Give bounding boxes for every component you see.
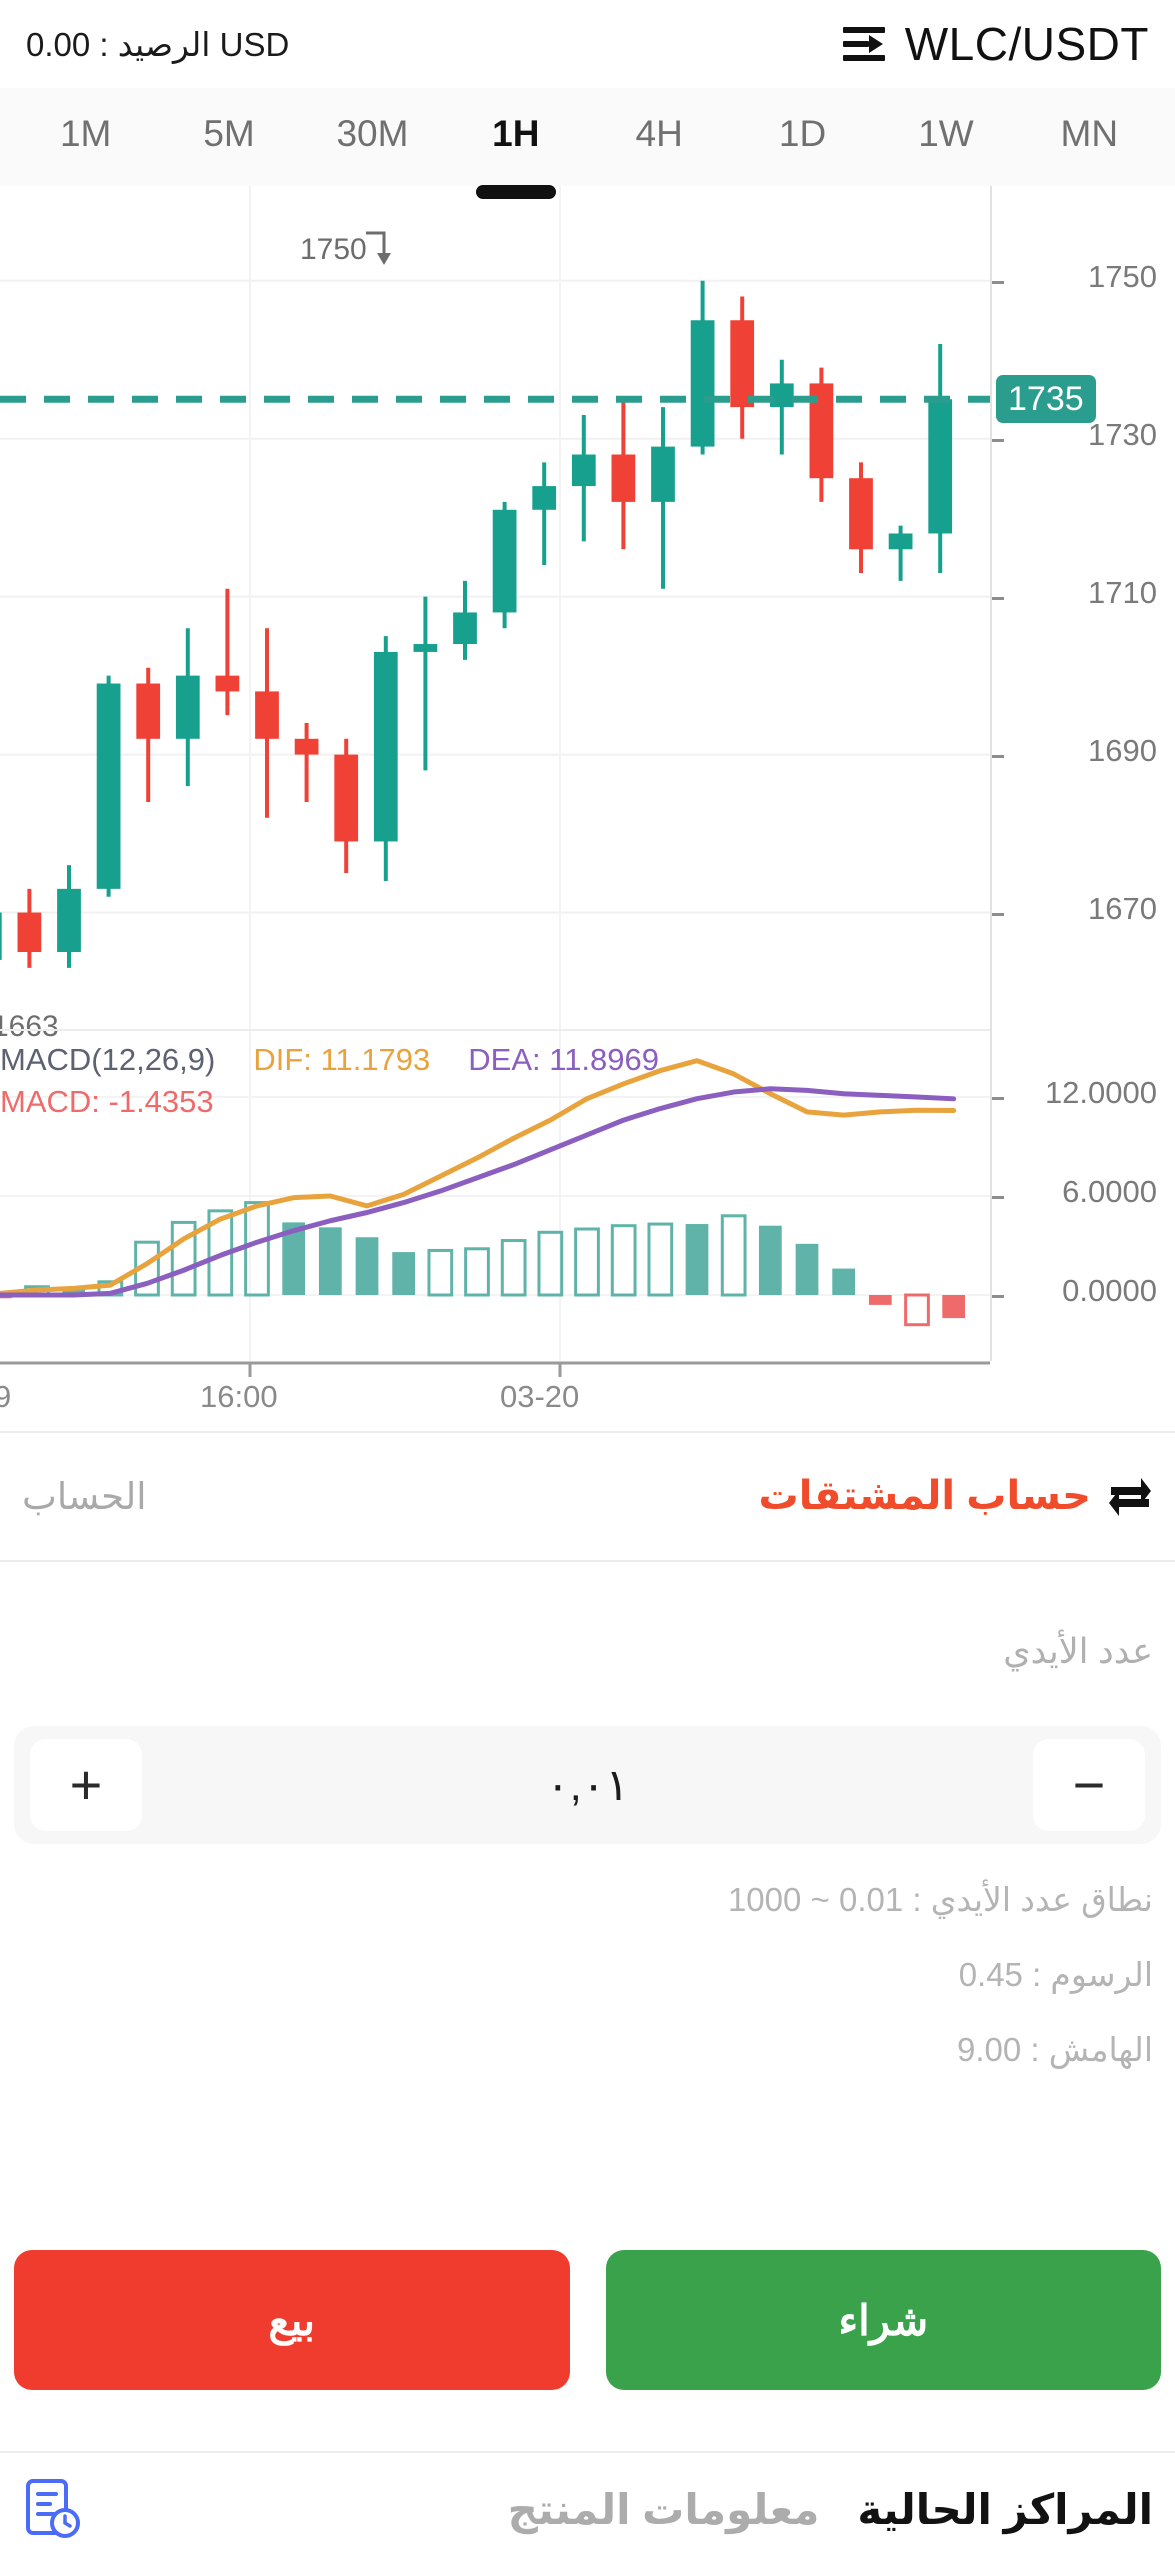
candlestick-plot[interactable] — [0, 186, 990, 1031]
macd-dif-value: DIF: 11.1793 — [253, 1042, 431, 1077]
quantity-stepper[interactable]: − ٠,٠١ + — [14, 1726, 1161, 1844]
time-tick-0: 9 — [0, 1379, 12, 1414]
swap-arrows-icon[interactable] — [1107, 1474, 1153, 1518]
timeframe-tabs: 1M 5M 30M 1H 4H 1D 1W MN — [0, 88, 1175, 186]
timeframe-tab-mn[interactable]: MN — [1060, 113, 1119, 154]
timeframe-tab-1h[interactable]: 1H — [444, 113, 587, 161]
price-axis-tick — [990, 280, 1004, 284]
divider-account-form — [0, 1560, 1175, 1562]
timeframe-tab-1w[interactable]: 1W — [918, 113, 974, 154]
buy-button[interactable]: شراء — [605, 2250, 1161, 2390]
time-axis-line — [0, 1361, 990, 1377]
account-name[interactable]: حساب المشتقات — [758, 1474, 1091, 1518]
price-axis-tick — [990, 596, 1004, 600]
macd-axis-tick — [990, 1295, 1004, 1298]
price-tick-1690: 1690 — [1088, 732, 1157, 768]
pair-title[interactable]: WLC/USDT — [904, 18, 1149, 70]
lots-range-info: نطاق عدد الأيدي : 0.01 ~ 1000 — [727, 1881, 1153, 1918]
macd-dea-value: DEA: 11.8969 — [468, 1042, 660, 1077]
price-axis-tick — [990, 754, 1004, 758]
document-clock-icon[interactable] — [22, 2478, 80, 2540]
price-tick-1750: 1750 — [1088, 258, 1157, 294]
panel-separator — [0, 1029, 990, 1031]
macd-tick-6: 6.0000 — [1062, 1174, 1157, 1209]
high-price-annotation: 1750 — [300, 232, 367, 266]
divider-bottom — [0, 2451, 1175, 2453]
macd-legend: MACD(12,26,9) DIF: 11.1793 DEA: 11.8969 … — [0, 1039, 990, 1123]
macd-tick-12: 12.0000 — [1044, 1075, 1157, 1110]
account-row[interactable]: حساب المشتقات الحساب — [0, 1432, 1175, 1560]
price-axis-tick — [990, 912, 1004, 916]
price-chart-panel[interactable]: 1750 1730 1710 1690 1670 1735 1750 1663 — [0, 186, 1175, 1043]
lots-label: عدد الأيدي — [1003, 1632, 1153, 1671]
header-left-group: WLC/USDT — [842, 17, 1149, 71]
sell-button[interactable]: بيع — [14, 2250, 570, 2390]
macd-plot[interactable] — [0, 1031, 990, 1361]
price-tick-1730: 1730 — [1088, 416, 1157, 452]
tab-current-positions[interactable]: المراكز الحالية — [857, 2485, 1153, 2533]
time-tick-2: 03-20 — [500, 1379, 580, 1414]
macd-axis-tick — [990, 1196, 1004, 1199]
plot-right-border — [990, 186, 992, 1361]
current-price-badge: 1735 — [996, 375, 1096, 424]
balance-label: USD الرصيد : 0.00 — [26, 25, 290, 63]
time-axis: 9 16:00 03-20 — [0, 1361, 1175, 1430]
increment-button[interactable]: + — [30, 1739, 142, 1831]
macd-hist-value: MACD: -1.4353 — [0, 1084, 214, 1120]
divider-chart-account — [0, 1431, 1175, 1433]
fees-info: الرسوم : 0.45 — [958, 1956, 1153, 1993]
account-secondary-label: الحساب — [22, 1475, 147, 1517]
app-header: WLC/USDT USD الرصيد : 0.00 — [0, 0, 1175, 88]
tab-product-info[interactable]: معلومات المنتج — [507, 2485, 820, 2533]
macd-axis: 12.0000 6.0000 0.0000 — [990, 1031, 1175, 1361]
timeframe-tab-1d[interactable]: 1D — [778, 113, 827, 154]
margin-info: الهامش : 9.00 — [957, 2031, 1153, 2068]
timeframe-tab-5m[interactable]: 5M — [203, 113, 255, 154]
low-price-annotation: 1663 — [0, 1009, 59, 1043]
macd-title: MACD(12,26,9) — [0, 1042, 216, 1077]
decrement-button[interactable]: − — [1033, 1739, 1145, 1831]
macd-chart-panel[interactable]: MACD(12,26,9) DIF: 11.1793 DEA: 11.8969 … — [0, 1031, 1175, 1361]
price-tick-1710: 1710 — [1088, 574, 1157, 610]
time-tick-1: 16:00 — [200, 1379, 278, 1414]
macd-tick-0: 0.0000 — [1062, 1273, 1157, 1308]
timeframe-tab-1m[interactable]: 1M — [59, 113, 112, 154]
price-axis-tick — [990, 438, 1004, 442]
timeframe-tab-4h[interactable]: 4H — [635, 113, 683, 154]
macd-axis-tick — [990, 1097, 1004, 1100]
price-axis: 1750 1730 1710 1690 1670 1735 — [990, 186, 1175, 1031]
chart-container[interactable]: 1750 1730 1710 1690 1670 1735 1750 1663 … — [0, 186, 1175, 1430]
bottom-tabs: المراكز الحالية معلومات المنتج — [0, 2452, 1175, 2566]
trade-buttons: شراء بيع — [14, 2250, 1161, 2390]
quantity-value[interactable]: ٠,٠١ — [545, 1760, 630, 1810]
timeframe-tab-30m[interactable]: 30M — [336, 113, 409, 154]
account-selector[interactable]: حساب المشتقات — [759, 1473, 1153, 1519]
list-menu-icon[interactable] — [842, 27, 885, 61]
high-annotation-arrow — [366, 231, 391, 265]
price-tick-1670: 1670 — [1088, 890, 1157, 926]
